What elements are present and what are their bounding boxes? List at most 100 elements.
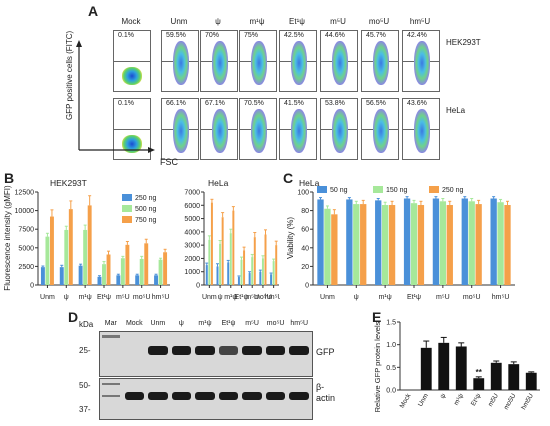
bar xyxy=(97,276,102,285)
y-tick-label: 0 xyxy=(196,283,200,290)
y-tick-label: 2500 xyxy=(18,264,34,271)
actin-band xyxy=(195,392,215,400)
bar xyxy=(116,275,121,285)
x-tick-label: Unm xyxy=(417,393,430,408)
x-tick-label: Et¹ψ xyxy=(407,294,421,301)
flow-event-cloud xyxy=(414,41,430,85)
bar xyxy=(251,257,254,285)
x-tick-label: m5U xyxy=(487,392,500,408)
y-tick-label: 60 xyxy=(301,227,309,234)
x-tick-label: hm⁵U xyxy=(492,294,510,301)
flow-percentage: 44.6% xyxy=(325,32,345,39)
bar xyxy=(158,259,163,285)
bar xyxy=(490,198,497,285)
y-tick-label: 4000 xyxy=(184,229,200,236)
bar xyxy=(106,254,111,285)
bar xyxy=(455,346,467,390)
flow-percentage: 53.8% xyxy=(325,100,345,107)
bar xyxy=(163,252,168,285)
panel-d-letter: D xyxy=(68,309,79,325)
y-tick-label: 10000 xyxy=(15,208,35,215)
bar xyxy=(78,265,83,285)
gfp-band-label: GFP xyxy=(316,347,335,357)
flow-percentage: 45.7% xyxy=(366,32,386,39)
x-tick-label: Mock xyxy=(399,392,413,410)
flow-event-cloud xyxy=(332,109,348,153)
bar xyxy=(324,208,331,285)
y-tick-label: 80 xyxy=(301,208,309,215)
flow-event-cloud xyxy=(212,41,228,85)
flow-gate-line xyxy=(114,129,150,130)
flow-percentage: 66.1% xyxy=(166,100,186,107)
flow-event-cloud xyxy=(332,41,348,85)
y-tick-label: 0 xyxy=(305,283,309,290)
flow-percentage: 42.4% xyxy=(407,32,427,39)
blot-lane-label: m⁵U xyxy=(245,320,259,327)
panel-a-letter: A xyxy=(88,3,99,19)
flow-percentage: 70% xyxy=(205,32,220,39)
bar xyxy=(438,342,450,390)
bar xyxy=(45,236,50,285)
bar xyxy=(87,205,92,285)
legend-swatch xyxy=(122,205,132,212)
y-tick-label: 5000 xyxy=(18,245,34,252)
y-tick-label: 6000 xyxy=(184,203,200,210)
flow-event-cloud xyxy=(373,109,389,153)
bar xyxy=(275,245,278,285)
flow-event-cloud xyxy=(251,41,267,85)
chart-title: HeLa xyxy=(299,178,320,188)
flow-plot: 44.6% xyxy=(320,30,358,92)
panel-e-letter: E xyxy=(372,309,382,325)
bar xyxy=(243,250,246,285)
flow-event-cloud xyxy=(251,109,267,153)
bar xyxy=(227,262,230,285)
flow-percentage: 75% xyxy=(244,32,259,39)
chart-b-hek293t: 0 2500 5000 7500 10000 12500 Unm ψ m¹ψ Et¹ψ m⁵U mo⁵… xyxy=(3,178,170,301)
actin-band xyxy=(171,392,192,400)
flow-column-header: Mock xyxy=(121,17,141,26)
bar xyxy=(216,266,219,285)
bar xyxy=(417,205,425,285)
flow-column-header: Et¹ψ xyxy=(289,17,305,26)
flow-event-cloud xyxy=(212,109,228,153)
flow-column-header: ψ xyxy=(215,17,221,26)
flow-column-header: Unm xyxy=(170,17,188,26)
x-tick-label: Et¹ψ xyxy=(470,392,483,407)
flow-y-axis-label: GFP positive cells (FITC) xyxy=(65,30,74,120)
actin-band xyxy=(265,392,286,400)
y-tick-label: 7000 xyxy=(184,190,200,197)
y-tick-label: 0.0 xyxy=(386,388,396,395)
bar xyxy=(154,275,159,285)
flow-percentage: 0.1% xyxy=(118,100,134,107)
y-tick-label: 2000 xyxy=(184,256,200,263)
flow-event-cloud xyxy=(291,109,307,153)
bar xyxy=(270,274,273,285)
bar xyxy=(83,229,88,285)
x-tick-label: m¹ψ xyxy=(224,294,237,301)
x-tick-label: mo⁵U xyxy=(254,294,272,301)
flow-plot: 45.7% xyxy=(361,30,399,92)
flow-plot: 42.4% xyxy=(402,30,440,92)
x-tick-label: Unm xyxy=(320,294,335,301)
flow-plot: 41.5% xyxy=(279,98,317,160)
gfp-band xyxy=(218,346,239,355)
legend-swatch xyxy=(373,186,383,193)
bar xyxy=(210,202,213,285)
gfp-band xyxy=(195,346,215,355)
legend-swatch xyxy=(429,186,439,193)
bar xyxy=(410,203,418,285)
actin-band xyxy=(148,392,168,400)
flow-plot: 42.5% xyxy=(279,30,317,92)
x-tick-label: mo⁵U xyxy=(463,294,481,301)
bar xyxy=(317,199,324,285)
legend-label: 250 ng xyxy=(442,187,464,194)
bar xyxy=(261,258,264,285)
chart-b-hela: 0 1000 2000 3000 4000 5000 6000 7000 Unm ψ m¹ψEt¹ψ… xyxy=(184,178,280,301)
x-tick-label: m⁵U xyxy=(245,294,259,301)
blot-lane-label: mo⁵U xyxy=(266,320,285,327)
bar xyxy=(144,243,149,285)
flow-column-header: m¹ψ xyxy=(249,17,265,26)
bar xyxy=(475,204,482,285)
panel-c-letter: C xyxy=(283,170,294,186)
y-tick-label: 1000 xyxy=(184,269,200,276)
